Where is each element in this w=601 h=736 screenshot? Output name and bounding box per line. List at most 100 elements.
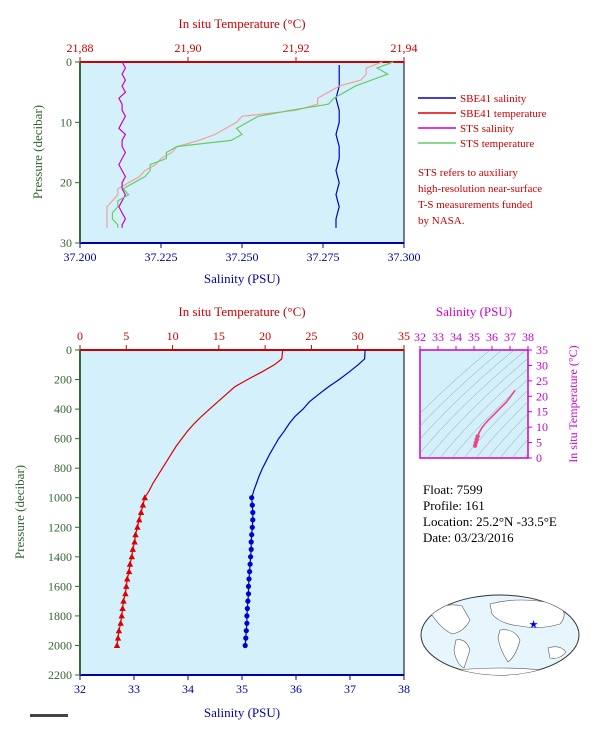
main-pressure-tick-label: 600 [54, 432, 72, 446]
legend-entry: STS temperature [460, 138, 534, 150]
main-sal-tick-label: 33 [128, 682, 140, 696]
main-temp-tick-label: 30 [352, 329, 364, 343]
main-temperature-point [119, 605, 126, 611]
ts-temp-tick-label: 10 [536, 420, 548, 434]
upper-sal-tick-label: 37.200 [64, 250, 97, 264]
main-salinity-point [249, 502, 255, 508]
ts-top-axis-label: Salinity (PSU) [436, 304, 512, 319]
main-sal-tick-label: 36 [290, 682, 302, 696]
ts-series [472, 389, 516, 448]
main-salinity-point [245, 591, 252, 597]
ts-temp-tick-label: 20 [536, 389, 548, 403]
main-temperature-point [124, 575, 131, 582]
upper-sal-tick-label: 37.300 [388, 250, 421, 264]
main-temp-tick-label: 20 [259, 329, 271, 343]
main-sal-tick-label: 37 [344, 682, 356, 696]
upper-series [106, 61, 394, 228]
upper-plot-area [79, 61, 405, 244]
main-temp-tick-label: 5 [123, 329, 129, 343]
ts-temp-tick-label: 15 [536, 405, 548, 419]
location: Location: 25.2°N -33.5°E [423, 514, 557, 529]
main-pressure-tick-label: 1600 [48, 579, 72, 593]
main-temperature-point [131, 538, 138, 545]
main-salinity-point [248, 539, 254, 545]
main-pressure-tick-label: 1800 [48, 609, 72, 623]
upper-sbe41-salinity-line [335, 65, 340, 228]
main-plot-area [79, 349, 405, 676]
upper-temp-tick-label: 21,92 [283, 41, 310, 55]
main-series [113, 349, 366, 649]
ts-sal-tick-label: 34 [450, 330, 462, 344]
ts-density-contour [420, 350, 503, 427]
main-salinity-point [244, 613, 250, 619]
main-temperature-point [126, 560, 134, 567]
main-salinity-point [245, 598, 251, 604]
main-pressure-tick-label: 200 [54, 373, 72, 387]
ts-sal-tick-label: 32 [414, 330, 426, 344]
main-temp-tick-label: 35 [398, 329, 410, 343]
profile-number: Profile: 161 [423, 498, 485, 513]
ts-right-axis-label: In situ Temperature (°C) [566, 345, 580, 462]
ts-temp-tick-label: 30 [536, 358, 548, 372]
ts-density-contour [475, 401, 528, 458]
main-pressure-tick-label: 2000 [48, 638, 72, 652]
main-salinity-point [244, 620, 250, 626]
ts-density-contour [439, 368, 528, 458]
upper-bottom-axis-label: Salinity (PSU) [204, 271, 280, 286]
main-salinity-point [249, 495, 255, 501]
upper-profile-chart: 21,88 21,90 21,92 21,94 37.200 37.225 37.250 37… [30, 16, 421, 286]
main-pressure-tick-label: 1200 [48, 520, 72, 534]
main-temperature-point [132, 531, 139, 538]
map-landmass-eurasia [489, 599, 565, 628]
main-pressure-tick-label: 2200 [48, 668, 72, 682]
ts-density-contour [420, 350, 527, 454]
ts-density-contour [451, 378, 528, 458]
float-location-star-icon: ★ [529, 619, 539, 631]
main-salinity-point [249, 524, 255, 530]
main-temperature-point [117, 619, 124, 626]
main-salinity-point [249, 532, 255, 538]
main-temperature-point [125, 568, 133, 575]
ts-temp-tick-label: 25 [536, 374, 548, 388]
upper-pressure-tick-label: 30 [60, 236, 72, 250]
upper-sts-salinity-line [118, 61, 127, 228]
main-salinity-point [247, 561, 253, 567]
main-temperature-point [139, 501, 147, 508]
main-ticks: 0 5 10 15 20 25 30 35 32 33 34 35 36 37 38 0 200 400 600 80… [48, 329, 410, 696]
ts-sal-tick-label: 35 [468, 330, 480, 344]
main-bottom-axis-label: Salinity (PSU) [204, 705, 280, 720]
upper-pressure-tick-label: 10 [60, 115, 72, 129]
upper-temp-tick-label: 21,88 [67, 41, 94, 55]
legend-entry: SBE41 salinity [460, 93, 527, 105]
main-salinity-point [242, 642, 248, 649]
main-temperature-point [114, 634, 122, 641]
main-pressure-tick-label: 800 [54, 461, 72, 475]
main-salinity-point [248, 546, 254, 553]
ts-temp-tick-label: 0 [536, 451, 542, 465]
upper-sal-tick-label: 37.250 [226, 250, 259, 264]
ts-plot-area [419, 349, 529, 459]
main-temperature-point [136, 516, 143, 523]
main-salinity-point [246, 576, 252, 582]
main-pressure-tick-label: 1400 [48, 550, 72, 564]
upper-pressure-label: Pressure (decibar) [30, 105, 45, 199]
sts-note: STS refers to auxiliary high-resolution … [418, 167, 543, 227]
upper-top-axis-label: In situ Temperature (°C) [178, 16, 305, 31]
ts-temp-tick-label: 5 [536, 436, 542, 450]
upper-ticks: 21,88 21,90 21,92 21,94 37.200 37.225 37.250 37… [60, 41, 421, 264]
main-profile-chart: 0 5 10 15 20 25 30 35 32 33 34 35 36 37 38 0 200 400 600 80… [12, 304, 410, 720]
main-pressure-tick-label: 1000 [48, 491, 72, 505]
main-temperature-point [120, 597, 127, 604]
map-landmass-australia [547, 646, 567, 659]
main-sal-tick-label: 32 [74, 682, 86, 696]
main-pressure-tick-label: 0 [66, 343, 72, 357]
date: Date: 03/23/2016 [423, 530, 514, 545]
main-salinity-point [243, 635, 249, 641]
main-temperature-point [128, 553, 135, 560]
main-salinity-point [248, 554, 254, 560]
main-temp-tick-label: 0 [77, 329, 83, 343]
main-temperature-point [118, 612, 125, 619]
main-sal-tick-label: 38 [398, 682, 410, 696]
